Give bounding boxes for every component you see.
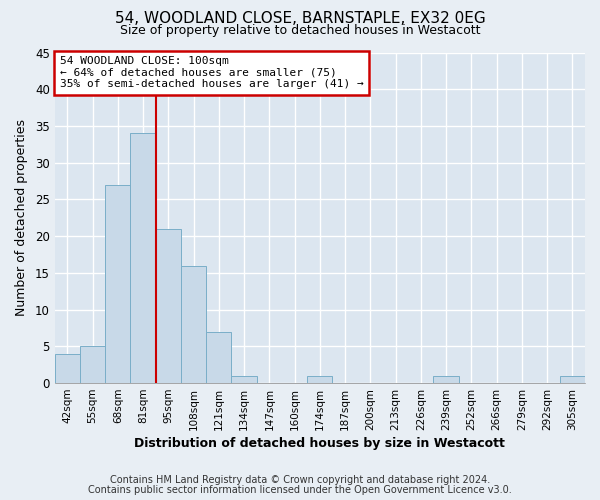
Bar	[307, 376, 332, 383]
Y-axis label: Number of detached properties: Number of detached properties	[15, 120, 28, 316]
Bar	[560, 376, 585, 383]
Bar	[55, 354, 80, 383]
Text: Size of property relative to detached houses in Westacott: Size of property relative to detached ho…	[120, 24, 480, 37]
Bar	[155, 229, 181, 383]
Text: Contains public sector information licensed under the Open Government Licence v3: Contains public sector information licen…	[88, 485, 512, 495]
Bar	[433, 376, 459, 383]
Bar	[206, 332, 232, 383]
Bar	[105, 184, 130, 383]
Text: 54, WOODLAND CLOSE, BARNSTAPLE, EX32 0EG: 54, WOODLAND CLOSE, BARNSTAPLE, EX32 0EG	[115, 11, 485, 26]
X-axis label: Distribution of detached houses by size in Westacott: Distribution of detached houses by size …	[134, 437, 505, 450]
Bar	[80, 346, 105, 383]
Bar	[130, 134, 155, 383]
Text: Contains HM Land Registry data © Crown copyright and database right 2024.: Contains HM Land Registry data © Crown c…	[110, 475, 490, 485]
Bar	[232, 376, 257, 383]
Bar	[181, 266, 206, 383]
Text: 54 WOODLAND CLOSE: 100sqm
← 64% of detached houses are smaller (75)
35% of semi-: 54 WOODLAND CLOSE: 100sqm ← 64% of detac…	[60, 56, 364, 90]
